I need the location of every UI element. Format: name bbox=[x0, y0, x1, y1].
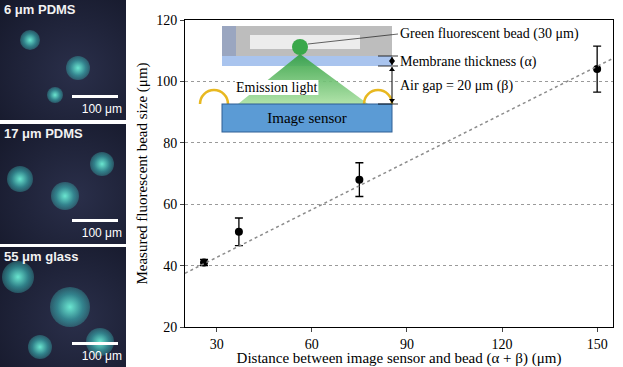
svg-text:20: 20 bbox=[163, 320, 177, 335]
svg-text:80: 80 bbox=[163, 136, 177, 151]
svg-text:Distance between image sensor: Distance between image sensor and bead (… bbox=[237, 350, 562, 367]
svg-text:Air gap = 20 μm (β): Air gap = 20 μm (β) bbox=[400, 78, 513, 94]
svg-text:150: 150 bbox=[587, 337, 608, 352]
html-text:17 μm PDMS: 17 μm PDMS bbox=[4, 125, 83, 141]
html-text:100 μm: 100 μm bbox=[81, 225, 122, 240]
svg-text:120: 120 bbox=[156, 13, 177, 28]
html-text:6 μm PDMS: 6 μm PDMS bbox=[4, 2, 76, 17]
svg-text:Green fluorescent bead (30 μm): Green fluorescent bead (30 μm) bbox=[400, 26, 579, 42]
svg-text:Membrane thickness (α): Membrane thickness (α) bbox=[400, 54, 537, 70]
svg-text:100: 100 bbox=[156, 74, 177, 89]
svg-text:60: 60 bbox=[305, 337, 319, 352]
svg-text:Image sensor: Image sensor bbox=[267, 110, 347, 126]
svg-text:60: 60 bbox=[163, 197, 177, 212]
html-text:100 μm: 100 μm bbox=[81, 349, 122, 363]
svg-text:Emission light: Emission light bbox=[236, 80, 317, 95]
svg-text:30: 30 bbox=[210, 337, 224, 352]
svg-text:40: 40 bbox=[163, 259, 177, 274]
svg-text:90: 90 bbox=[400, 337, 414, 352]
svg-text:Measured fluorescent bead size: Measured fluorescent bead size (μm) bbox=[134, 62, 151, 284]
html-text:100 μm: 100 μm bbox=[81, 102, 122, 116]
html-text:55 μm glass: 55 μm glass bbox=[4, 249, 79, 264]
svg-text:120: 120 bbox=[492, 337, 513, 352]
